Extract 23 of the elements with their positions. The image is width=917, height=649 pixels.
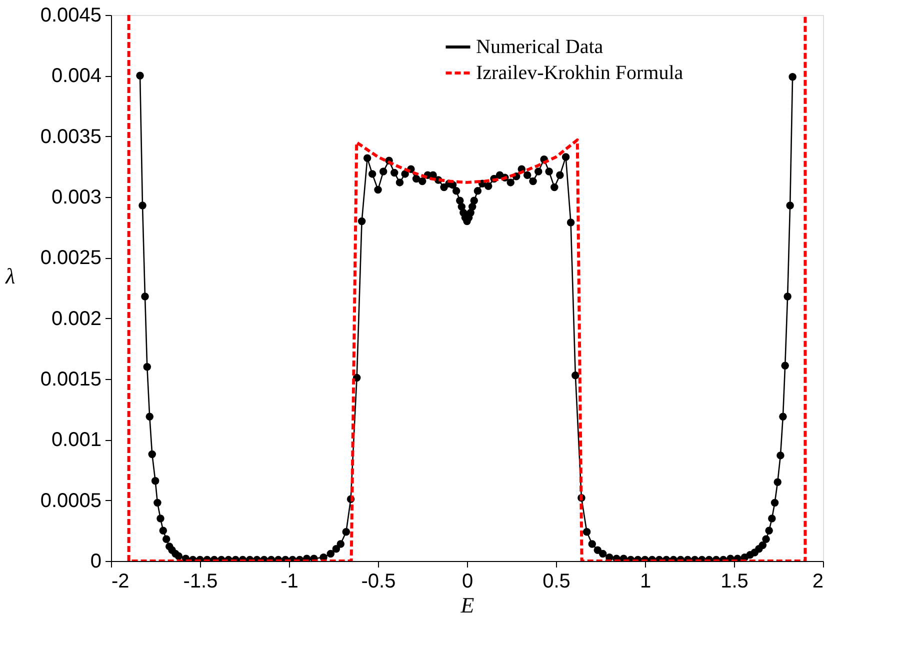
legend-label: Izrailev-Krokhin Formula <box>476 62 684 84</box>
y-tick-label: 0 <box>90 550 102 572</box>
x-tick-label: -1 <box>280 570 298 592</box>
x-tick-label: -2 <box>112 570 130 592</box>
x-tick-label: -0.5 <box>361 570 396 592</box>
x-tick-label: 1.5 <box>720 570 748 592</box>
y-axis-title: λ <box>4 264 16 288</box>
y-tick-label: 0.0035 <box>40 126 102 148</box>
x-axis-title: E <box>460 592 475 618</box>
legend-label: Numerical Data <box>476 36 604 58</box>
y-tick-label: 0.0025 <box>40 247 102 270</box>
y-tick-label: 0.0015 <box>40 368 102 390</box>
x-tick-label: 0 <box>462 570 474 592</box>
x-tick-label: 2 <box>812 570 824 592</box>
y-tick-label: 0.002 <box>51 308 102 330</box>
y-tick-label: 0.001 <box>51 429 102 452</box>
y-tick-label: 0.003 <box>51 186 102 208</box>
x-tick-label: -1.5 <box>183 570 218 592</box>
x-tick-label: 0.5 <box>542 570 570 592</box>
y-tick-label: 0.0045 <box>40 4 102 26</box>
x-tick-label: 1 <box>640 570 652 592</box>
y-tick-label: 0.0005 <box>40 490 102 512</box>
y-tick-label: 0.004 <box>51 65 102 88</box>
